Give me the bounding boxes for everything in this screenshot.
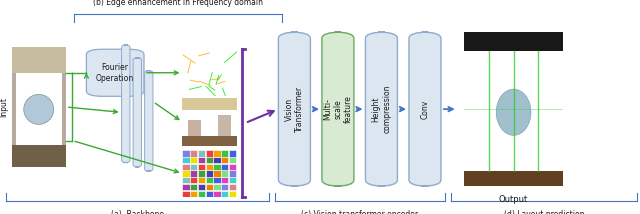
Bar xyxy=(190,164,197,170)
Bar xyxy=(221,184,228,190)
Bar xyxy=(221,164,228,170)
Bar xyxy=(229,150,236,156)
Bar xyxy=(214,164,221,170)
Text: Output: Output xyxy=(499,195,528,204)
Bar xyxy=(182,136,237,146)
Bar xyxy=(214,184,221,190)
Bar xyxy=(214,177,221,183)
Bar xyxy=(190,191,197,197)
Bar xyxy=(182,184,189,190)
FancyBboxPatch shape xyxy=(86,49,144,96)
Bar xyxy=(205,150,213,156)
Bar xyxy=(182,191,189,197)
Bar xyxy=(182,98,237,110)
Bar xyxy=(12,145,66,167)
Bar xyxy=(190,150,197,156)
Bar xyxy=(182,157,189,163)
FancyBboxPatch shape xyxy=(322,32,354,186)
Bar xyxy=(198,177,205,183)
Bar xyxy=(229,157,236,163)
Bar xyxy=(214,150,221,156)
Bar xyxy=(190,177,197,183)
Bar xyxy=(464,171,563,186)
Text: (a)  Backbone: (a) Backbone xyxy=(111,210,164,214)
FancyBboxPatch shape xyxy=(133,58,141,167)
Bar xyxy=(229,177,236,183)
FancyBboxPatch shape xyxy=(122,45,130,163)
FancyBboxPatch shape xyxy=(365,32,397,186)
Bar xyxy=(205,164,213,170)
Bar xyxy=(205,184,213,190)
Bar xyxy=(198,157,205,163)
Bar xyxy=(221,150,228,156)
Text: Input: Input xyxy=(0,97,8,117)
FancyBboxPatch shape xyxy=(145,71,153,171)
Bar xyxy=(229,191,236,197)
Text: Operation: Operation xyxy=(96,74,134,83)
Bar xyxy=(218,115,232,136)
Bar xyxy=(221,157,228,163)
Bar xyxy=(221,170,228,177)
Bar xyxy=(182,170,189,177)
Bar xyxy=(214,170,221,177)
Bar xyxy=(12,73,16,145)
Bar xyxy=(182,164,189,170)
Bar xyxy=(182,150,189,156)
Text: Fourier: Fourier xyxy=(102,63,129,72)
Bar xyxy=(190,157,197,163)
Bar xyxy=(221,191,228,197)
Bar xyxy=(205,191,213,197)
Bar xyxy=(190,184,197,190)
Bar xyxy=(464,32,563,51)
Bar xyxy=(198,191,205,197)
Text: (d) Layout prediction: (d) Layout prediction xyxy=(504,210,584,214)
Bar xyxy=(221,177,228,183)
Text: Vision
Transformer: Vision Transformer xyxy=(285,86,304,132)
Bar xyxy=(205,157,213,163)
Text: Multi-
scale
feature: Multi- scale feature xyxy=(323,95,353,123)
Bar xyxy=(188,120,202,136)
Bar xyxy=(229,184,236,190)
Bar xyxy=(198,170,205,177)
Bar xyxy=(182,177,189,183)
Bar xyxy=(190,170,197,177)
Bar xyxy=(12,47,66,73)
Bar xyxy=(198,184,205,190)
Text: (c) Vision transformer encoder: (c) Vision transformer encoder xyxy=(301,210,419,214)
Bar xyxy=(198,164,205,170)
FancyBboxPatch shape xyxy=(409,32,441,186)
Text: Height
compression: Height compression xyxy=(372,85,391,133)
FancyBboxPatch shape xyxy=(278,32,310,186)
Bar xyxy=(205,177,213,183)
Bar xyxy=(229,164,236,170)
Bar xyxy=(214,191,221,197)
Text: Conv: Conv xyxy=(420,100,429,119)
Bar xyxy=(214,157,221,163)
Ellipse shape xyxy=(24,94,54,124)
Bar xyxy=(229,170,236,177)
Bar xyxy=(61,73,66,145)
Bar xyxy=(205,170,213,177)
Text: (b) Edge enhancement in Frequency domain: (b) Edge enhancement in Frequency domain xyxy=(93,0,262,7)
Bar xyxy=(198,150,205,156)
Ellipse shape xyxy=(496,89,531,135)
